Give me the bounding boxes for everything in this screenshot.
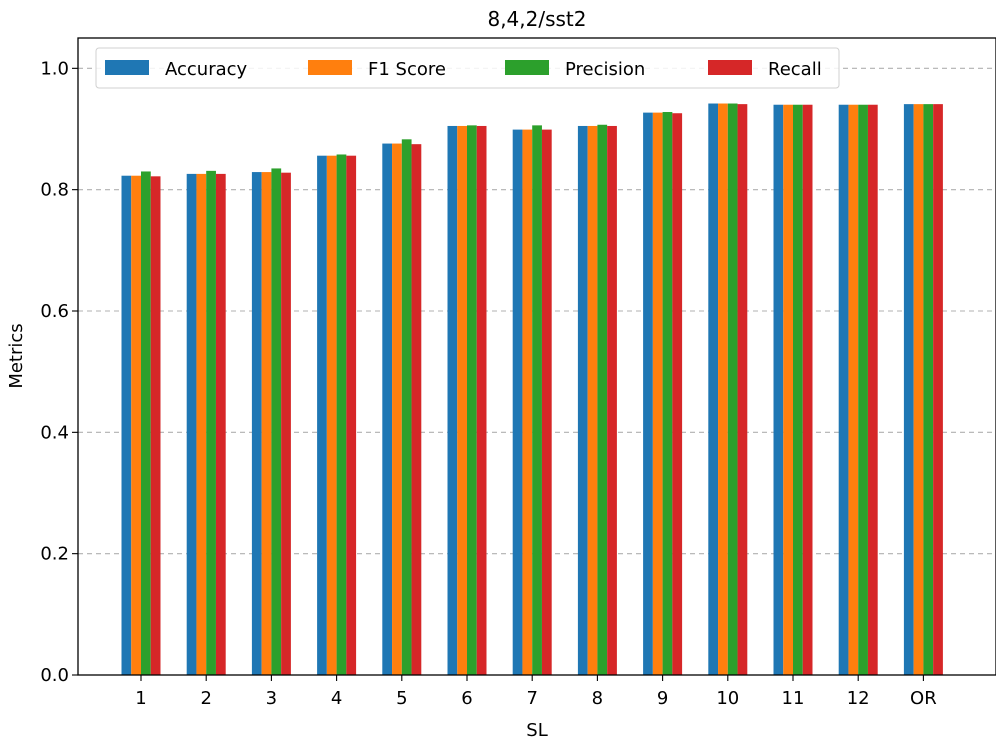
- bar-precision: [662, 112, 673, 676]
- legend-label: Recall: [768, 59, 822, 80]
- bar-f1-score: [848, 104, 859, 675]
- bar-recall: [541, 129, 552, 675]
- x-tick-label: 9: [657, 688, 668, 709]
- y-axis-label: Metrics: [6, 323, 27, 388]
- legend-swatch: [505, 60, 549, 75]
- bar-accuracy: [317, 155, 327, 675]
- bar-precision: [206, 170, 216, 676]
- bar-f1-score: [196, 173, 207, 676]
- x-tick-label: 3: [266, 688, 277, 709]
- bar-accuracy: [186, 173, 197, 676]
- legend: Accuracy F1 Score Precision Recall: [95, 47, 840, 89]
- x-tick-label: 4: [331, 688, 342, 709]
- bar-precision: [467, 125, 477, 676]
- y-axis-ticks: 0.0 0.2 0.4 0.6 0.8 1.0: [40, 58, 78, 686]
- bar-f1-score: [261, 172, 272, 675]
- bar-f1-score: [652, 112, 663, 676]
- y-tick-label: 0.8: [40, 180, 69, 201]
- bar-f1-score: [783, 104, 793, 675]
- bar-recall: [411, 144, 422, 675]
- x-tick-label: 8: [592, 688, 603, 709]
- x-tick-label: 11: [782, 688, 805, 709]
- plot-frame: [77, 37, 996, 676]
- bar-precision: [923, 104, 934, 676]
- bar-recall: [867, 104, 878, 675]
- bar-recall: [150, 176, 161, 675]
- bar-recall: [672, 113, 683, 675]
- bar-f1-score: [522, 129, 533, 675]
- bar-precision: [727, 103, 738, 675]
- bar-recall: [476, 125, 487, 675]
- y-tick-label: 0.0: [40, 665, 69, 686]
- y-tick-label: 0.2: [40, 544, 69, 565]
- bar-accuracy: [838, 104, 849, 675]
- legend-swatch: [105, 60, 149, 75]
- bar-f1-score: [587, 125, 598, 675]
- legend-swatch: [308, 60, 352, 75]
- bar-accuracy: [903, 104, 914, 676]
- bar-precision: [597, 124, 608, 675]
- bar-f1-score: [457, 125, 467, 675]
- legend-swatch: [708, 60, 752, 75]
- bar-accuracy: [643, 112, 653, 676]
- bar-precision: [793, 104, 803, 675]
- x-tick-label: 10: [716, 688, 739, 709]
- bar-accuracy: [708, 103, 719, 675]
- bar-precision: [858, 104, 868, 675]
- bar-f1-score: [326, 155, 337, 675]
- x-tick-label: 5: [396, 688, 407, 709]
- x-tick-label: OR: [910, 688, 937, 709]
- x-axis-label: SL: [526, 720, 547, 741]
- bar-recall: [933, 104, 943, 676]
- bar-recall: [281, 172, 291, 675]
- bar-recall: [802, 104, 813, 675]
- bar-accuracy: [512, 129, 523, 675]
- bar-f1-score: [392, 143, 402, 675]
- bars-group: [121, 103, 943, 676]
- x-tick-label: 1: [135, 688, 146, 709]
- bar-recall: [607, 125, 617, 675]
- bar-accuracy: [382, 143, 393, 675]
- bar-accuracy: [121, 175, 132, 676]
- bar-recall: [737, 104, 748, 676]
- x-tick-label: 6: [461, 688, 472, 709]
- bar-accuracy: [447, 125, 458, 675]
- bar-precision: [271, 168, 282, 675]
- x-tick-label: 7: [526, 688, 537, 709]
- legend-label: F1 Score: [368, 59, 446, 80]
- bar-accuracy: [577, 125, 588, 675]
- bar-accuracy: [773, 104, 784, 675]
- bar-precision: [336, 154, 347, 676]
- bar-recall: [346, 155, 357, 675]
- y-tick-label: 0.6: [40, 301, 69, 322]
- x-tick-label: 2: [200, 688, 211, 709]
- legend-label: Accuracy: [165, 59, 248, 80]
- x-tick-label: 12: [847, 688, 870, 709]
- bar-precision: [401, 139, 412, 675]
- bar-precision: [141, 171, 151, 675]
- bar-f1-score: [913, 104, 924, 676]
- chart-title: 8,4,2/sst2: [487, 7, 586, 31]
- legend-box: [95, 47, 840, 89]
- y-tick-label: 0.4: [40, 422, 69, 443]
- y-tick-label: 1.0: [40, 58, 69, 79]
- x-axis-ticks: 1 2 3 4 5 6 7 8 9 10 11 12 OR: [135, 675, 937, 709]
- bar-f1-score: [131, 175, 141, 676]
- legend-label: Precision: [565, 59, 645, 80]
- bar-recall: [215, 173, 226, 676]
- bar-f1-score: [718, 103, 728, 675]
- bar-accuracy: [251, 172, 262, 675]
- bar-precision: [532, 125, 542, 676]
